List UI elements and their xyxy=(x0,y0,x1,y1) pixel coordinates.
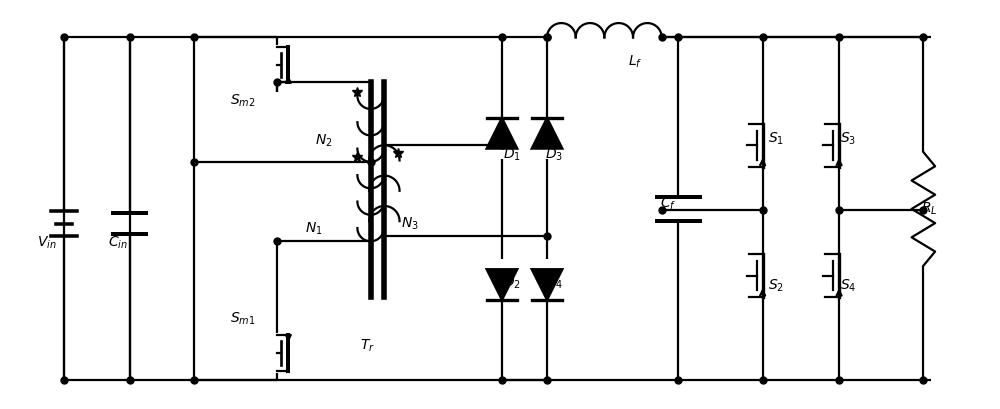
Text: $D_1$: $D_1$ xyxy=(503,147,521,163)
Text: $L_f$: $L_f$ xyxy=(628,54,642,70)
Text: $N_3$: $N_3$ xyxy=(401,216,419,232)
Polygon shape xyxy=(487,118,517,148)
Text: $S_1$: $S_1$ xyxy=(768,130,784,146)
Text: $D_4$: $D_4$ xyxy=(545,274,563,291)
Text: $D_3$: $D_3$ xyxy=(545,147,563,163)
Text: $S_{m2}$: $S_{m2}$ xyxy=(230,93,256,109)
Text: $S_2$: $S_2$ xyxy=(768,277,784,294)
Text: $S_{m1}$: $S_{m1}$ xyxy=(230,310,256,327)
Polygon shape xyxy=(532,118,562,148)
Text: $S_3$: $S_3$ xyxy=(840,130,856,146)
Text: $N_1$: $N_1$ xyxy=(305,220,323,237)
Text: $N_2$: $N_2$ xyxy=(315,132,332,148)
Polygon shape xyxy=(532,269,562,300)
Text: $V_{in}$: $V_{in}$ xyxy=(37,235,57,252)
Text: $C_{in}$: $C_{in}$ xyxy=(108,235,128,252)
Text: $D_2$: $D_2$ xyxy=(503,274,521,291)
Text: $R_L$: $R_L$ xyxy=(921,201,937,217)
Text: $T_r$: $T_r$ xyxy=(360,338,375,354)
Text: $S_4$: $S_4$ xyxy=(840,277,856,294)
Text: $C_f$: $C_f$ xyxy=(660,196,677,212)
Polygon shape xyxy=(487,269,517,300)
